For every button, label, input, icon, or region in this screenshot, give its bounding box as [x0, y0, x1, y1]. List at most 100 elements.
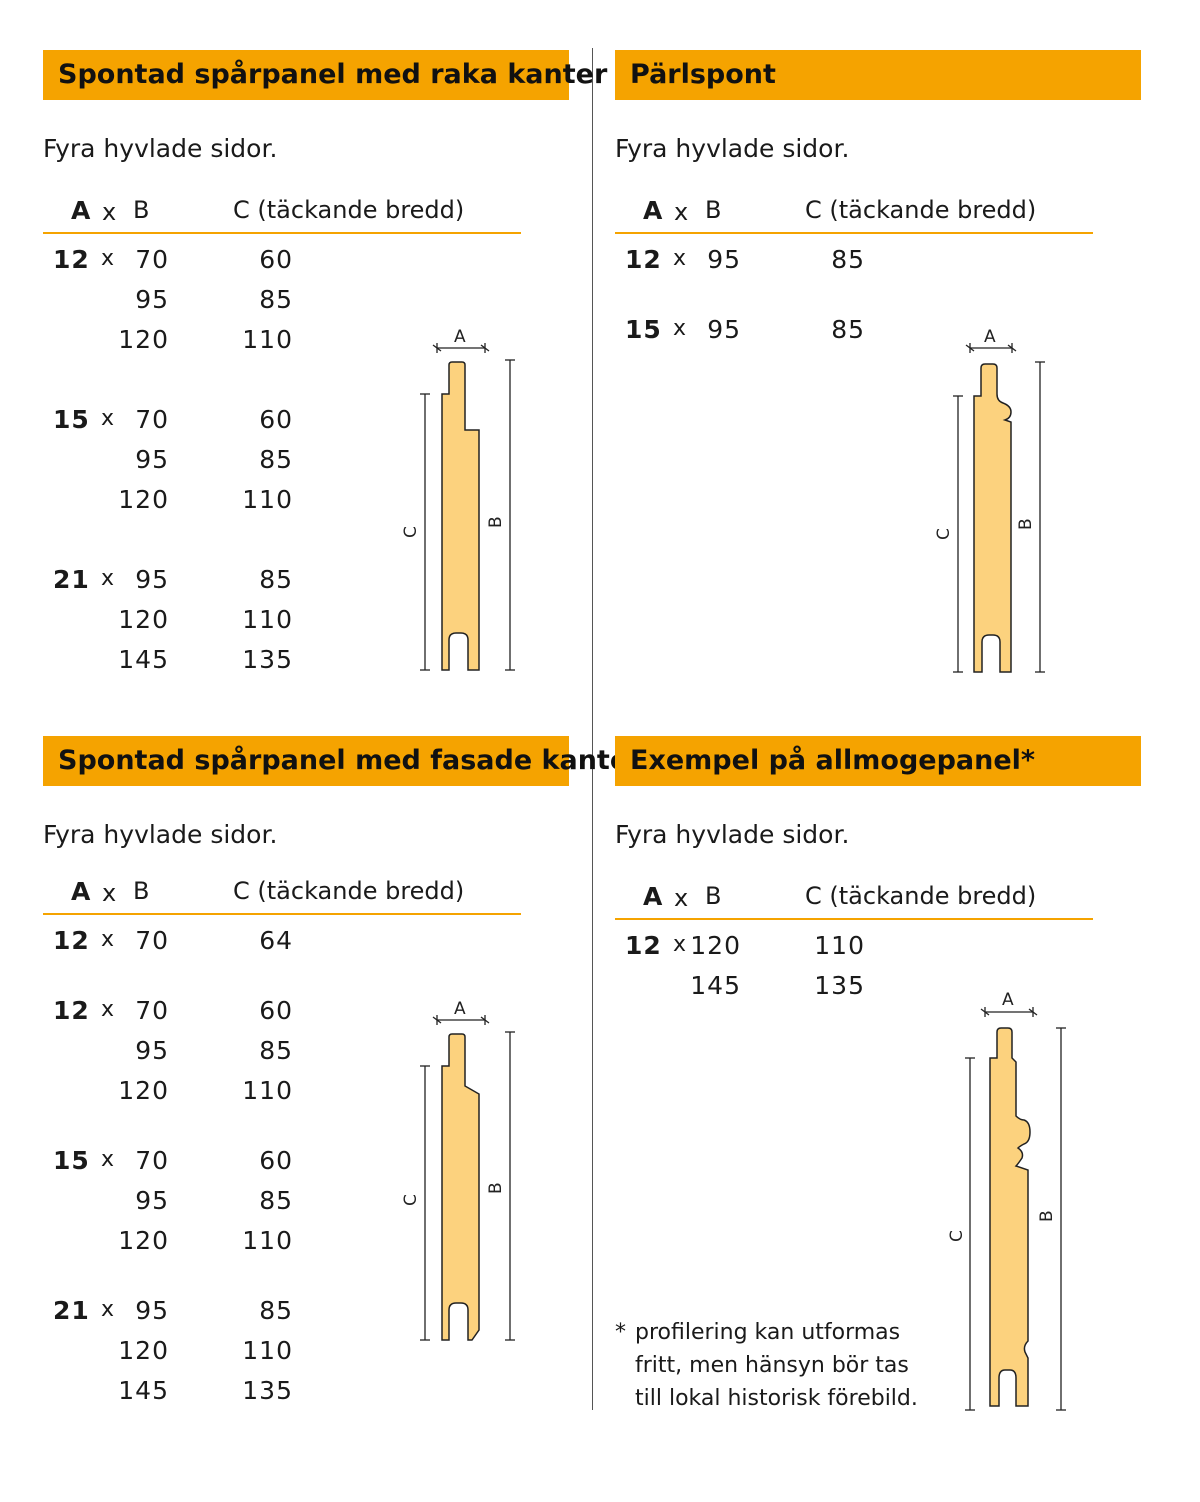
dim-b: 95 — [707, 245, 741, 274]
x-sep: x — [673, 316, 688, 341]
dim-b: 145 — [118, 645, 169, 674]
dim-b: 120 — [118, 485, 169, 514]
dim-c: 110 — [242, 485, 293, 514]
panel-allmogepanel: Exempel på allmogepanel* Fyra hyvlade si… — [615, 736, 1141, 1426]
dim-label-a: A — [984, 327, 996, 347]
col-b-label: B — [705, 882, 722, 910]
dim-label-b: B — [486, 1182, 506, 1194]
dim-c: 60 — [259, 245, 293, 274]
panel-subtitle: Fyra hyvlade sidor. — [43, 134, 278, 163]
table-row: 12 x 70 60 — [43, 245, 343, 285]
panel-fasade-kanter: Spontad spårpanel med fasade kanter Fyra… — [43, 736, 641, 1426]
col-a-label: A — [643, 882, 663, 911]
panel-subtitle: Fyra hyvlade sidor. — [615, 820, 850, 849]
table-row: 15 x 70 60 — [43, 405, 343, 445]
dim-c: 110 — [242, 1336, 293, 1365]
table-row: 12 x 70 60 — [43, 996, 343, 1036]
table-row: 120 110 — [43, 1226, 343, 1266]
table-row: 145 135 — [615, 971, 915, 1011]
x-sep: x — [101, 246, 116, 271]
dim-c: 85 — [259, 1186, 293, 1215]
x-sep: x — [101, 1297, 116, 1322]
profile-drawing-raka: A C B — [401, 327, 515, 671]
dim-c: 60 — [259, 996, 293, 1025]
footnote: * profilering kan utformas fritt, men hä… — [615, 1316, 918, 1415]
col-b-label: B — [133, 196, 150, 224]
dim-b: 120 — [118, 325, 169, 354]
dim-b: 95 — [707, 315, 741, 344]
dim-b: 120 — [690, 931, 741, 960]
table-row: 95 85 — [43, 1186, 343, 1226]
dim-b: 120 — [118, 1226, 169, 1255]
dim-b: 70 — [135, 926, 169, 955]
dim-c: 85 — [259, 285, 293, 314]
table-row: 12 x 120 110 — [615, 931, 915, 971]
x-sep: x — [673, 932, 688, 957]
dim-a: 12 — [53, 245, 90, 274]
profile-drawing-parlspont: A C B — [934, 327, 1045, 673]
x-sep: x — [101, 406, 116, 431]
dim-label-a: A — [454, 999, 466, 1019]
col-x-label: x — [102, 198, 117, 226]
dim-b: 95 — [135, 1296, 169, 1325]
dim-label-b: B — [1016, 518, 1036, 530]
dim-b: 145 — [118, 1376, 169, 1405]
dim-b: 120 — [118, 1336, 169, 1365]
column-header: A x B C (täckande bredd) — [615, 196, 1093, 234]
table-row: 120 110 — [43, 1076, 343, 1116]
dim-a: 21 — [53, 1296, 90, 1325]
dim-c: 135 — [242, 1376, 293, 1405]
dim-label-a: A — [1002, 990, 1014, 1010]
col-a-label: A — [71, 196, 91, 225]
dimension-table: 12 x 70 64 12 x 70 60 95 85 120 110 15 x 70 60 95 85… — [43, 926, 343, 1416]
table-row: 12 x 70 64 — [43, 926, 343, 966]
dim-a: 12 — [625, 931, 662, 960]
footnote-star: * — [615, 1320, 626, 1345]
table-row: 120 110 — [43, 605, 343, 645]
dim-a: 15 — [625, 315, 662, 344]
dim-label-a: A — [454, 327, 466, 347]
dim-c: 110 — [242, 1226, 293, 1255]
dim-c: 135 — [242, 645, 293, 674]
dim-label-c: C — [947, 1230, 967, 1242]
panel-title: Spontad spårpanel med raka kanter — [43, 50, 607, 100]
dim-label-b: B — [486, 516, 506, 528]
col-x-label: x — [674, 884, 689, 912]
column-header: A x B C (täckande bredd) — [43, 877, 521, 915]
dim-b: 95 — [135, 565, 169, 594]
panel-subtitle: Fyra hyvlade sidor. — [615, 134, 850, 163]
dim-c: 110 — [242, 605, 293, 634]
dim-a: 15 — [53, 405, 90, 434]
dim-c: 135 — [814, 971, 865, 1000]
footnote-line: till lokal historisk förebild. — [635, 1386, 918, 1411]
table-row: 95 85 — [43, 285, 343, 325]
dim-a: 12 — [53, 996, 90, 1025]
table-row: 120 110 — [43, 325, 343, 365]
dimension-table: 12 x 95 85 15 x 95 85 — [615, 245, 915, 355]
dim-c: 60 — [259, 405, 293, 434]
table-row: 95 85 — [43, 1036, 343, 1076]
col-x-label: x — [674, 198, 689, 226]
header-rule — [615, 918, 1093, 920]
dim-b: 120 — [118, 1076, 169, 1105]
x-sep: x — [101, 566, 116, 591]
dim-a: 12 — [625, 245, 662, 274]
dim-b: 95 — [135, 1186, 169, 1215]
table-row: 15 x 95 85 — [615, 315, 915, 355]
dim-c: 85 — [259, 1036, 293, 1065]
dimension-table: 12 x 70 60 95 85 120 110 15 x 70 60 95 85 120 110 … — [43, 245, 343, 685]
column-header: A x B C (täckande bredd) — [615, 882, 1093, 920]
footnote-line: fritt, men hänsyn bör tas — [635, 1353, 909, 1378]
table-row: 15 x 70 60 — [43, 1146, 343, 1186]
dim-a: 15 — [53, 1146, 90, 1175]
dim-label-c: C — [401, 1194, 421, 1206]
table-row: 21 x 95 85 — [43, 1296, 343, 1336]
dim-b: 95 — [135, 445, 169, 474]
col-c-label: C (täckande bredd) — [233, 196, 465, 224]
table-row: 145 135 — [43, 1376, 343, 1416]
dim-b: 70 — [135, 405, 169, 434]
x-sep: x — [101, 927, 116, 952]
column-divider — [592, 48, 593, 1410]
dim-c: 110 — [242, 1076, 293, 1105]
table-row: 95 85 — [43, 445, 343, 485]
